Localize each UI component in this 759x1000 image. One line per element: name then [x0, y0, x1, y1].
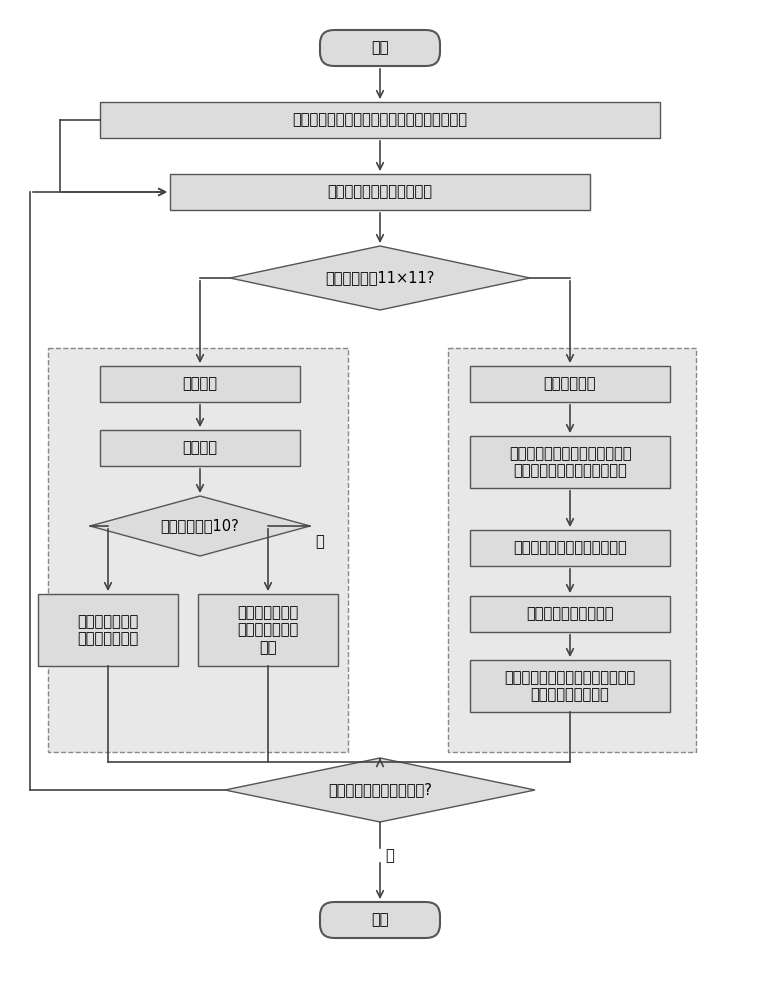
Text: 基于低秩模型对观测矩阵进行分
解，得到前景序列和背景序列: 基于低秩模型对观测矩阵进行分 解，得到前景序列和背景序列	[509, 446, 631, 478]
Text: 是: 是	[316, 534, 324, 550]
Text: 对所有局部自适应窗口依据面积从大到小排序: 对所有局部自适应窗口依据面积从大到小排序	[292, 112, 468, 127]
Bar	[100, 430, 300, 466]
Text: 结束: 结束	[371, 912, 389, 928]
Text: 所有疑似淋巴结跟踪完毕?: 所有疑似淋巴结跟踪完毕?	[328, 782, 432, 798]
Bar	[48, 348, 348, 752]
Text: 序列长度大于10?: 序列长度大于10?	[161, 518, 239, 534]
Text: 对初始首尾帧进行调整: 对初始首尾帧进行调整	[526, 606, 614, 621]
Bar	[448, 348, 696, 752]
Bar	[100, 102, 660, 138]
Text: 基于位移和面积
特征进行血管的
识别: 基于位移和面积 特征进行血管的 识别	[238, 605, 298, 655]
Polygon shape	[90, 496, 310, 556]
Bar	[470, 436, 670, 488]
Bar	[38, 594, 178, 666]
FancyBboxPatch shape	[320, 902, 440, 938]
Text: 构造观测矩阵: 构造观测矩阵	[543, 376, 597, 391]
Text: 根据当前帧与首尾帧的区域面积变
化进行淋巴结的识别: 根据当前帧与首尾帧的区域面积变 化进行淋巴结的识别	[505, 670, 635, 702]
Text: 基于面积变化进
行淋巴结的识别: 基于面积变化进 行淋巴结的识别	[77, 614, 139, 646]
Text: 后向跟踪: 后向跟踪	[182, 440, 218, 456]
Bar	[470, 660, 670, 712]
Text: 输入一个待跟踪疑似淋巴结: 输入一个待跟踪疑似淋巴结	[327, 184, 433, 200]
Text: 在背景序列上确定初始首尾帧: 在背景序列上确定初始首尾帧	[513, 540, 627, 556]
Bar	[170, 174, 590, 210]
Polygon shape	[230, 246, 530, 310]
Bar	[470, 596, 670, 632]
Polygon shape	[225, 758, 535, 822]
FancyBboxPatch shape	[320, 30, 440, 66]
Bar	[100, 366, 300, 402]
Bar	[198, 594, 338, 666]
Bar	[470, 366, 670, 402]
Text: 局部窗口大于11×11?: 局部窗口大于11×11?	[326, 270, 435, 286]
Bar	[470, 530, 670, 566]
Text: 开始: 开始	[371, 40, 389, 55]
Text: 前向跟踪: 前向跟踪	[182, 376, 218, 391]
Text: 是: 是	[386, 848, 395, 863]
